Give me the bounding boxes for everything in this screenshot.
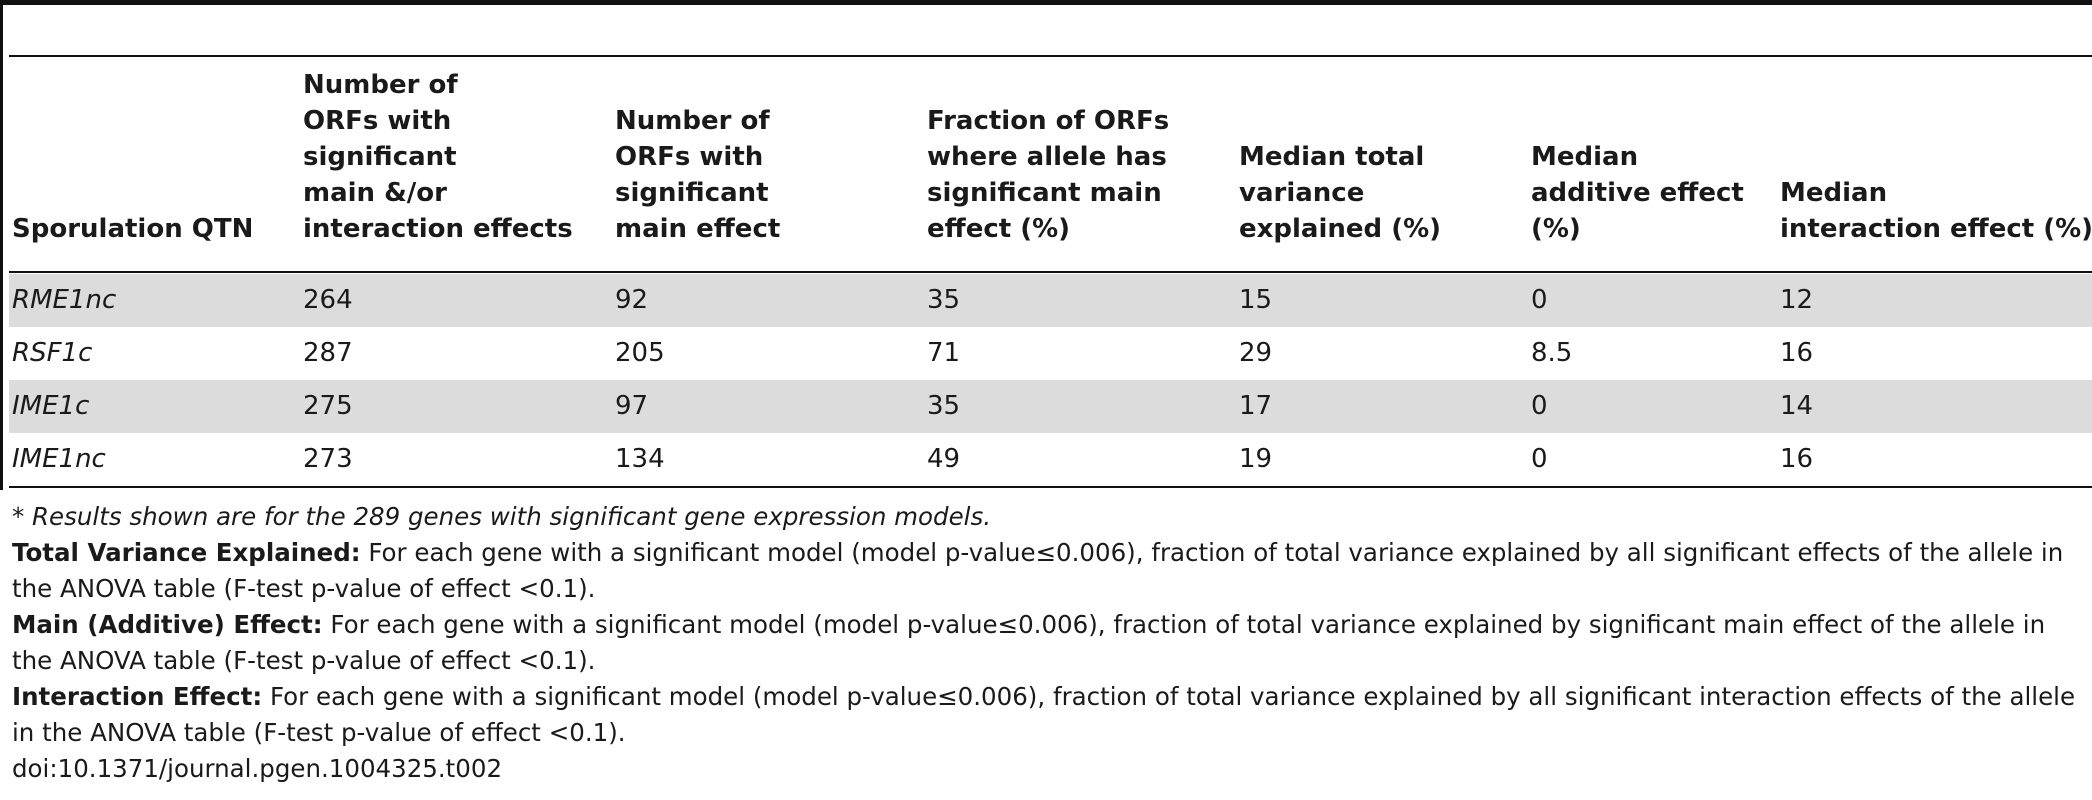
cell-median-total-variance: 29 bbox=[1239, 338, 1273, 368]
column-header-median-interaction-effect: Median interaction effect (%) bbox=[1780, 175, 2092, 247]
cell-median-total-variance: 19 bbox=[1239, 444, 1273, 474]
header-bottom-rule bbox=[9, 271, 2092, 273]
table-row: RSF1c 287 205 71 29 8.5 16 bbox=[9, 327, 2092, 380]
header-top-rule bbox=[9, 55, 2092, 57]
footnote-main-effect-cont: the ANOVA table (F-test p-value of effec… bbox=[12, 646, 596, 675]
column-header-line: significant main bbox=[927, 178, 1162, 208]
footnote-interaction-effect-text: For each gene with a significant model (… bbox=[262, 682, 2076, 711]
column-header-line: Median bbox=[1780, 178, 1888, 208]
column-header-line: significant bbox=[615, 178, 769, 208]
cell-median-additive-effect: 0 bbox=[1531, 444, 1548, 474]
cell-median-additive-effect: 0 bbox=[1531, 391, 1548, 421]
column-header-median-total-variance: Median total variance explained (%) bbox=[1239, 139, 1441, 247]
footnote-main-effect: Main (Additive) Effect: For each gene wi… bbox=[12, 607, 2088, 643]
footnote-main-effect-text: For each gene with a significant model (… bbox=[322, 610, 2046, 639]
cell-orfs-main-or-interaction: 287 bbox=[303, 338, 353, 368]
column-header-line: Sporulation QTN bbox=[12, 214, 254, 244]
table-bottom-rule bbox=[9, 486, 2092, 488]
table-header: Sporulation QTN Number of ORFs with signif… bbox=[0, 57, 2092, 257]
table-row: RME1nc 264 92 35 15 0 12 bbox=[9, 274, 2092, 327]
cell-orfs-main-effect: 97 bbox=[615, 391, 649, 421]
column-header-line: additive effect bbox=[1531, 178, 1744, 208]
table-row: IME1nc 273 134 49 19 0 16 bbox=[9, 433, 2092, 486]
footnote-interaction-effect: Interaction Effect: For each gene with a… bbox=[12, 679, 2088, 715]
cell-orfs-main-or-interaction: 275 bbox=[303, 391, 353, 421]
column-header-line: Median bbox=[1531, 142, 1639, 172]
column-header-line: significant bbox=[303, 142, 457, 172]
footnote-total-variance-label: Total Variance Explained: bbox=[12, 538, 361, 567]
cell-qtn: RME1nc bbox=[12, 285, 117, 315]
column-header-line: interaction effect (%) bbox=[1780, 214, 2092, 244]
cell-orfs-main-effect: 205 bbox=[615, 338, 665, 368]
footnote-interaction-effect-label: Interaction Effect: bbox=[12, 682, 263, 711]
footnote-star: * Results shown are for the 289 genes wi… bbox=[12, 502, 991, 531]
cell-orfs-main-effect: 134 bbox=[615, 444, 665, 474]
top-border-rule bbox=[0, 0, 2092, 5]
column-header-line: Median total bbox=[1239, 142, 1425, 172]
cell-qtn: RSF1c bbox=[12, 338, 93, 368]
cell-median-interaction-effect: 16 bbox=[1780, 444, 1814, 474]
cell-qtn: IME1c bbox=[12, 391, 90, 421]
column-header-sporulation-qtn: Sporulation QTN bbox=[12, 211, 253, 247]
column-header-line: where allele has bbox=[927, 142, 1167, 172]
cell-qtn: IME1nc bbox=[12, 444, 106, 474]
cell-median-additive-effect: 8.5 bbox=[1531, 338, 1573, 368]
column-header-orfs-main-effect: Number of ORFs with significant main effect bbox=[615, 103, 780, 247]
column-header-median-additive-effect: Median additive effect (%) bbox=[1531, 139, 1744, 247]
footnote-total-variance-cont: the ANOVA table (F-test p-value of effec… bbox=[12, 574, 596, 603]
doi-text: doi:10.1371/journal.pgen.1004325.t002 bbox=[12, 754, 503, 783]
column-header-line: ORFs with bbox=[303, 106, 452, 136]
cell-median-interaction-effect: 14 bbox=[1780, 391, 1814, 421]
column-header-line: Number of bbox=[303, 70, 458, 100]
footnote-total-variance: Total Variance Explained: For each gene … bbox=[12, 535, 2088, 571]
column-header-line: ORFs with bbox=[615, 142, 764, 172]
column-header-fraction-main-effect: Fraction of ORFs where allele has signific… bbox=[927, 103, 1169, 247]
column-header-line: explained (%) bbox=[1239, 214, 1442, 244]
column-header-orfs-main-or-interaction: Number of ORFs with significant main &/or in… bbox=[303, 67, 573, 247]
cell-fraction-main-effect: 35 bbox=[927, 391, 961, 421]
column-header-line: Number of bbox=[615, 106, 770, 136]
cell-fraction-main-effect: 49 bbox=[927, 444, 961, 474]
cell-fraction-main-effect: 35 bbox=[927, 285, 961, 315]
cell-median-total-variance: 15 bbox=[1239, 285, 1273, 315]
cell-median-additive-effect: 0 bbox=[1531, 285, 1548, 315]
cell-median-total-variance: 17 bbox=[1239, 391, 1273, 421]
footnote-total-variance-text: For each gene with a significant model (… bbox=[360, 538, 2064, 567]
table-row: IME1c 275 97 35 17 0 14 bbox=[9, 380, 2092, 433]
footnote-main-effect-label: Main (Additive) Effect: bbox=[12, 610, 323, 639]
column-header-line: main effect bbox=[615, 214, 781, 244]
column-header-line: interaction effects bbox=[303, 214, 573, 244]
footnote-interaction-effect-cont: in the ANOVA table (F-test p-value of ef… bbox=[12, 718, 626, 747]
cell-fraction-main-effect: 71 bbox=[927, 338, 961, 368]
cell-orfs-main-effect: 92 bbox=[615, 285, 649, 315]
cell-median-interaction-effect: 12 bbox=[1780, 285, 1814, 315]
column-header-line: variance bbox=[1239, 178, 1365, 208]
column-header-line: (%) bbox=[1531, 214, 1581, 244]
column-header-line: Fraction of ORFs bbox=[927, 106, 1170, 136]
left-border-rule bbox=[0, 0, 3, 490]
column-header-line: main &/or bbox=[303, 178, 447, 208]
cell-orfs-main-or-interaction: 273 bbox=[303, 444, 353, 474]
cell-orfs-main-or-interaction: 264 bbox=[303, 285, 353, 315]
column-header-line: effect (%) bbox=[927, 214, 1071, 244]
cell-median-interaction-effect: 16 bbox=[1780, 338, 1814, 368]
table-footnotes: * Results shown are for the 289 genes wi… bbox=[12, 499, 2088, 787]
